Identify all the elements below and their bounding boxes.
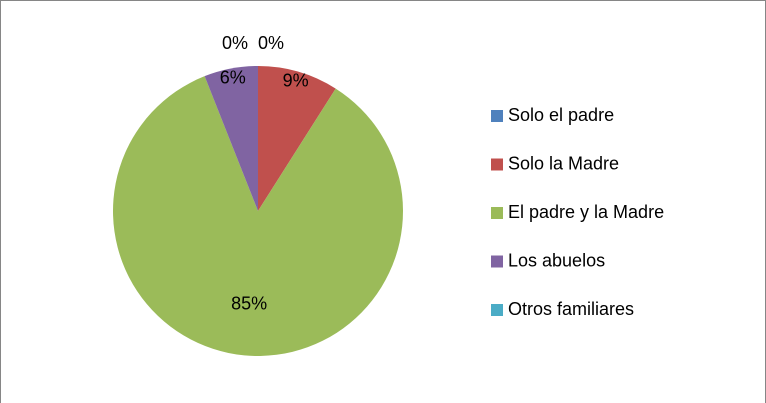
legend-swatch bbox=[491, 207, 503, 219]
legend-swatch bbox=[491, 158, 503, 171]
legend-label: Solo el padre bbox=[508, 105, 614, 125]
legend-swatch bbox=[491, 255, 503, 268]
pie-slice bbox=[204, 66, 258, 211]
legend-swatch bbox=[491, 304, 503, 316]
data-label: 9% bbox=[283, 70, 309, 90]
legend-label: Solo la Madre bbox=[508, 153, 619, 173]
pie-slice bbox=[112, 76, 403, 357]
data-label: 6% bbox=[220, 67, 246, 87]
data-label: 0% bbox=[222, 33, 248, 53]
legend-label: El padre y la Madre bbox=[508, 202, 664, 222]
legend-label: Otros familiares bbox=[508, 299, 634, 319]
pie-slice bbox=[258, 66, 336, 211]
legend-label: Los abuelos bbox=[508, 250, 605, 270]
data-label: 85% bbox=[231, 294, 267, 314]
legend-swatch bbox=[491, 110, 503, 122]
data-label: 0% bbox=[258, 33, 284, 53]
